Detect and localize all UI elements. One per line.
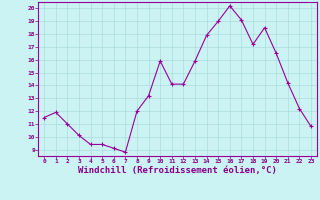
X-axis label: Windchill (Refroidissement éolien,°C): Windchill (Refroidissement éolien,°C)	[78, 166, 277, 175]
